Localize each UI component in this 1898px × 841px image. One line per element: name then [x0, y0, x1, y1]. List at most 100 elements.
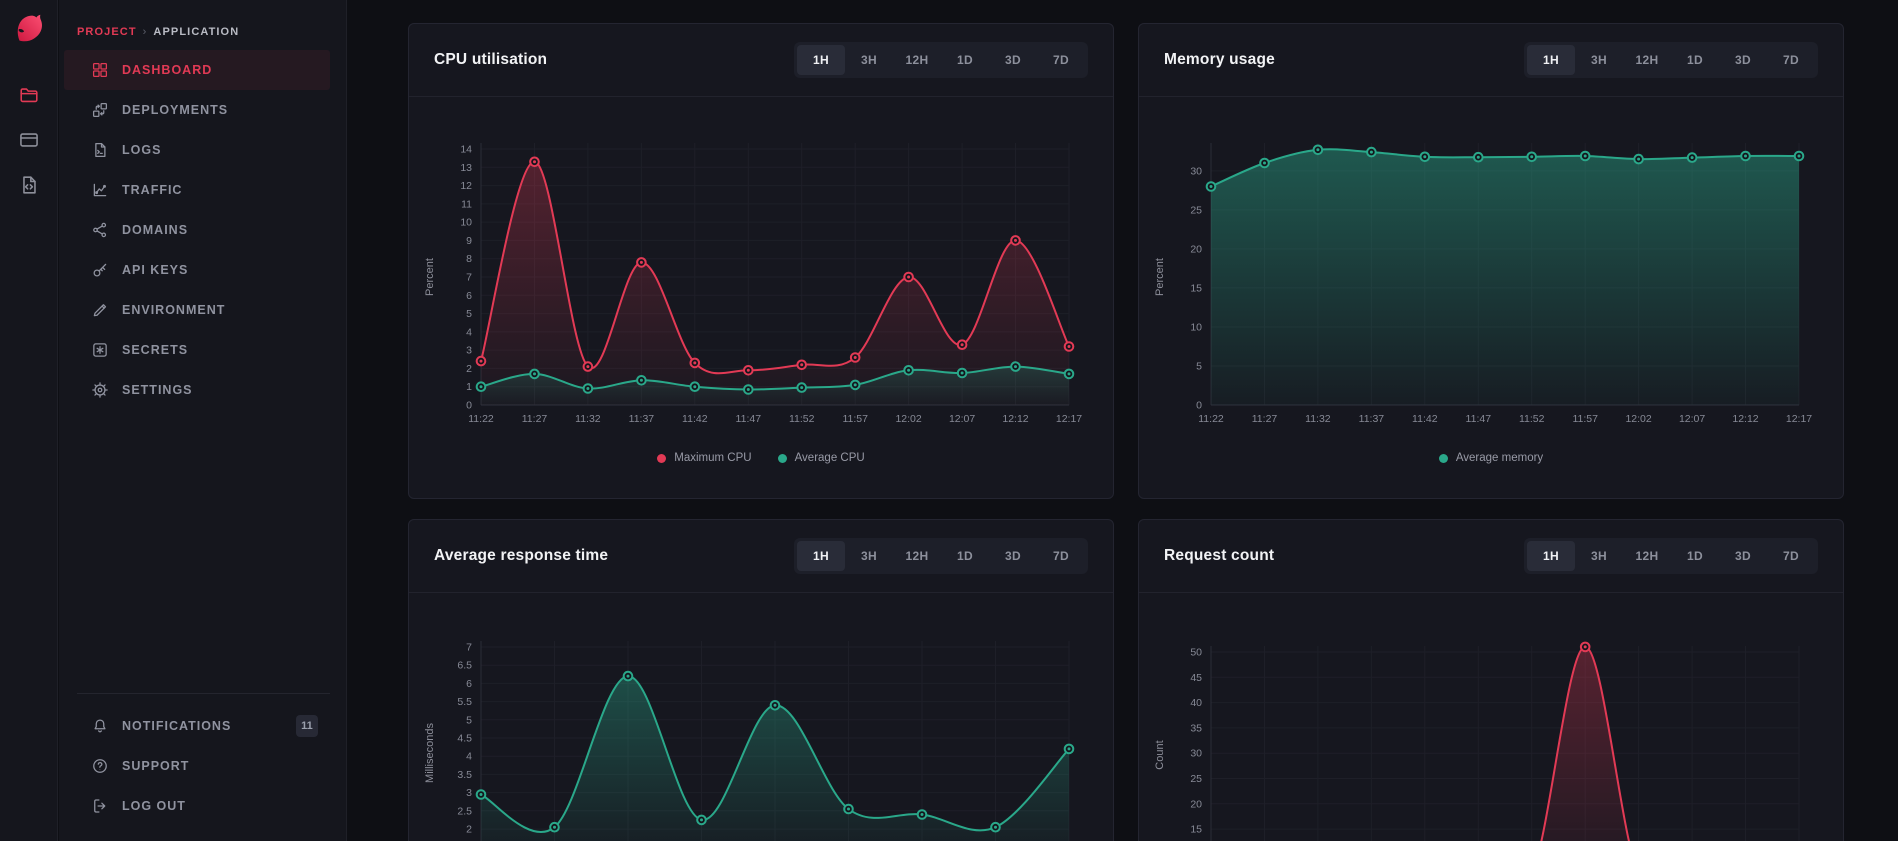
- range-button-1h[interactable]: 1H: [797, 45, 845, 75]
- range-button-3d[interactable]: 3D: [1735, 53, 1751, 67]
- range-button-1d[interactable]: 1D: [1687, 53, 1703, 67]
- rail-credit-card-icon[interactable]: [18, 129, 40, 151]
- series-area: [481, 366, 1069, 405]
- data-point: [636, 375, 647, 386]
- sidebar-item-label: TRAFFIC: [122, 183, 183, 197]
- sidebar-item-dashboard[interactable]: DASHBOARD: [64, 50, 330, 90]
- svg-text:11:27: 11:27: [522, 413, 548, 425]
- range-button-12h[interactable]: 12H: [905, 549, 929, 563]
- legend-label: Average CPU: [794, 452, 865, 464]
- svg-text:12:17: 12:17: [1056, 413, 1082, 425]
- sidebar-item-label: API KEYS: [122, 263, 189, 277]
- series-area: [481, 161, 1069, 405]
- range-button-3h[interactable]: 3H: [1591, 549, 1607, 563]
- settings-icon: [91, 381, 109, 399]
- breadcrumb-project[interactable]: PROJECT: [77, 26, 137, 38]
- range-button-7d[interactable]: 7D: [1783, 549, 1799, 563]
- sidebar-item-deployments[interactable]: DEPLOYMENTS: [64, 90, 330, 130]
- sidebar-item-notifications[interactable]: NOTIFICATIONS 11: [64, 706, 330, 746]
- y-axis-labels: 50 45 40 35 30 25 20 15: [1190, 647, 1202, 836]
- range-button-3d[interactable]: 3D: [1735, 549, 1751, 563]
- sidebar-item-label: NOTIFICATIONS: [122, 719, 232, 733]
- range-button-3h[interactable]: 3H: [861, 53, 877, 67]
- range-button-1h[interactable]: 1H: [1527, 541, 1575, 571]
- sidebar-item-support[interactable]: SUPPORT: [64, 746, 330, 786]
- svg-text:11:37: 11:37: [1359, 413, 1385, 425]
- range-button-3h[interactable]: 3H: [861, 549, 877, 563]
- sidebar-item-label: DOMAINS: [122, 223, 189, 237]
- sidebar-item-traffic[interactable]: TRAFFIC: [64, 170, 330, 210]
- request-count-chart: 50 45 40 35 30 25 20 15 Count: [1154, 641, 1800, 841]
- card-header: CPU utilisation 1H 3H 12H 1D 3D 7D: [409, 24, 1113, 97]
- legend-dot-icon: [1438, 453, 1448, 463]
- range-button-1d[interactable]: 1D: [957, 53, 973, 67]
- range-button-1d[interactable]: 1D: [957, 549, 973, 563]
- card-cpu-utilisation: CPU utilisation 1H 3H 12H 1D 3D 7D 0 1 2 3 4 5 6 7 8 9 10…: [408, 23, 1114, 499]
- range-button-1d[interactable]: 1D: [1687, 549, 1703, 563]
- deployments-icon: [91, 101, 109, 119]
- svg-text:0: 0: [1196, 400, 1202, 412]
- range-button-3h[interactable]: 3H: [1591, 53, 1607, 67]
- svg-text:11:42: 11:42: [682, 413, 708, 425]
- data-point: [529, 368, 540, 380]
- sidebar-item-api-keys[interactable]: API KEYS: [64, 250, 330, 290]
- legend-label: Maximum CPU: [674, 452, 752, 464]
- svg-text:11:52: 11:52: [1519, 413, 1545, 425]
- svg-text:9: 9: [466, 235, 472, 247]
- data-point: [1526, 151, 1538, 163]
- data-point: [956, 367, 968, 379]
- data-point: [622, 670, 634, 682]
- sidebar-item-domains[interactable]: DOMAINS: [64, 210, 330, 250]
- data-point: [1312, 144, 1324, 156]
- sidebar-divider: [77, 693, 330, 694]
- sidebar-item-log-out[interactable]: LOG OUT: [64, 786, 330, 826]
- rail-folder-icon[interactable]: [18, 84, 40, 106]
- sidebar-item-label: LOG OUT: [122, 799, 186, 813]
- traffic-icon: [91, 181, 109, 199]
- card-title: CPU utilisation: [434, 51, 548, 68]
- time-range-selector: 1H 3H 12H 1D 3D 7D: [794, 538, 1088, 574]
- sidebar-item-settings[interactable]: SETTINGS: [64, 370, 330, 410]
- data-point: [990, 821, 1001, 833]
- data-point: [529, 156, 540, 168]
- sidebar: PROJECT › APPLICATION DASHBOARD DEPLOYMENTS…: [59, 0, 347, 841]
- data-point: [1633, 153, 1644, 165]
- data-point: [769, 700, 781, 711]
- sidebar-item-label: DEPLOYMENTS: [122, 103, 229, 117]
- svg-text:13: 13: [460, 162, 472, 174]
- range-button-3d[interactable]: 3D: [1005, 53, 1021, 67]
- range-button-12h[interactable]: 12H: [1635, 549, 1659, 563]
- breadcrumb: PROJECT › APPLICATION: [59, 0, 346, 38]
- data-point: [903, 271, 914, 283]
- svg-text:11:47: 11:47: [736, 413, 762, 425]
- sidebar-menu: DASHBOARD DEPLOYMENTS LOGS TRAFFIC DOMAINS AP…: [59, 50, 346, 410]
- range-button-7d[interactable]: 7D: [1783, 53, 1799, 67]
- data-point: [636, 257, 647, 268]
- svg-text:12:07: 12:07: [949, 413, 975, 425]
- breadcrumb-application[interactable]: APPLICATION: [153, 26, 240, 38]
- svg-text:11: 11: [461, 198, 472, 210]
- range-button-1h[interactable]: 1H: [797, 541, 845, 571]
- range-button-1h[interactable]: 1H: [1527, 45, 1575, 75]
- logout-icon: [91, 797, 109, 815]
- sidebar-item-logs[interactable]: LOGS: [64, 130, 330, 170]
- app-logo-icon[interactable]: [10, 9, 48, 47]
- range-button-3d[interactable]: 3D: [1005, 549, 1021, 563]
- sidebar-item-secrets[interactable]: SECRETS: [64, 330, 330, 370]
- range-button-12h[interactable]: 12H: [905, 53, 929, 67]
- sidebar-item-label: SETTINGS: [122, 383, 193, 397]
- sidebar-item-label: ENVIRONMENT: [122, 303, 226, 317]
- sidebar-item-environment[interactable]: ENVIRONMENT: [64, 290, 330, 330]
- legend-dot-icon: [777, 453, 787, 463]
- range-button-12h[interactable]: 12H: [1635, 53, 1659, 67]
- svg-text:30: 30: [1190, 748, 1202, 760]
- svg-text:12:12: 12:12: [1732, 413, 1758, 425]
- svg-text:45: 45: [1190, 672, 1202, 684]
- data-point: [1063, 368, 1075, 380]
- svg-text:4: 4: [466, 751, 472, 763]
- range-button-7d[interactable]: 7D: [1053, 53, 1069, 67]
- svg-text:12:02: 12:02: [1625, 413, 1651, 425]
- range-button-7d[interactable]: 7D: [1053, 549, 1069, 563]
- x-axis-labels: 11:22 11:27 11:32 11:37 11:42 11:47 11:52 11:57…: [468, 413, 1082, 425]
- rail-file-code-icon[interactable]: [18, 174, 40, 196]
